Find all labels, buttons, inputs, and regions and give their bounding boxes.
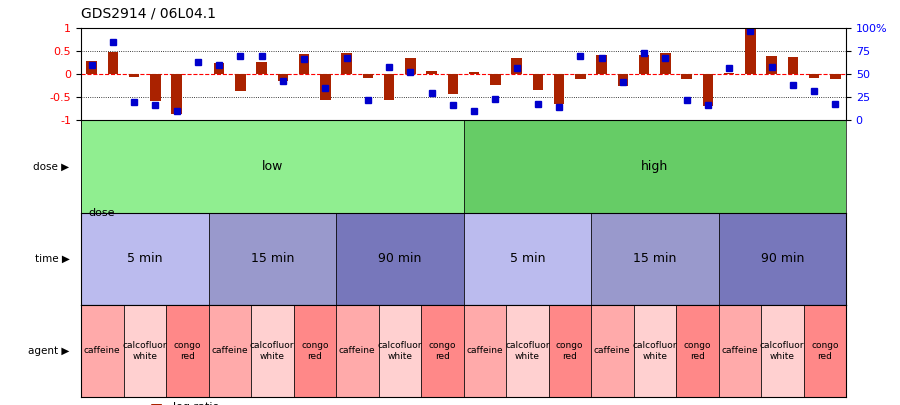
Bar — [235, 75, 246, 91]
FancyBboxPatch shape — [293, 305, 336, 397]
Text: caffeine: caffeine — [594, 346, 631, 355]
Bar — [511, 58, 522, 75]
Text: agent ▶: agent ▶ — [28, 346, 69, 356]
FancyBboxPatch shape — [718, 213, 846, 305]
Bar — [809, 75, 819, 78]
Text: dose: dose — [88, 208, 115, 217]
Bar — [830, 75, 841, 79]
FancyBboxPatch shape — [81, 213, 209, 305]
Bar — [491, 75, 500, 85]
Text: congo
red: congo red — [683, 341, 711, 360]
Text: congo
red: congo red — [174, 341, 201, 360]
Bar — [597, 55, 607, 75]
Bar — [86, 61, 97, 75]
Bar — [320, 75, 330, 100]
Bar — [171, 75, 182, 113]
Text: caffeine: caffeine — [212, 346, 248, 355]
Text: 5 min: 5 min — [509, 252, 545, 265]
Text: caffeine: caffeine — [466, 346, 503, 355]
FancyBboxPatch shape — [506, 305, 548, 397]
Text: congo
red: congo red — [556, 341, 583, 360]
FancyBboxPatch shape — [123, 305, 166, 397]
Bar — [363, 75, 374, 78]
Text: time ▶: time ▶ — [35, 254, 69, 264]
FancyBboxPatch shape — [421, 305, 464, 397]
Text: caffeine: caffeine — [84, 346, 121, 355]
FancyBboxPatch shape — [591, 213, 718, 305]
Text: calcofluor
white: calcofluor white — [505, 341, 550, 360]
Bar — [660, 53, 670, 75]
Text: dose ▶: dose ▶ — [33, 162, 69, 172]
FancyBboxPatch shape — [464, 305, 506, 397]
Text: calcofluor
white: calcofluor white — [633, 341, 677, 360]
Text: calcofluor
white: calcofluor white — [377, 341, 422, 360]
FancyBboxPatch shape — [548, 305, 591, 397]
Bar — [341, 53, 352, 75]
FancyBboxPatch shape — [166, 305, 209, 397]
Text: high: high — [641, 160, 669, 173]
Bar — [617, 75, 628, 86]
Bar — [554, 75, 564, 104]
FancyBboxPatch shape — [591, 305, 634, 397]
Bar — [681, 75, 692, 79]
Text: caffeine: caffeine — [722, 346, 758, 355]
Bar — [427, 71, 436, 75]
FancyBboxPatch shape — [761, 305, 804, 397]
Bar — [639, 55, 650, 75]
Text: congo
red: congo red — [301, 341, 328, 360]
Text: calcofluor
white: calcofluor white — [760, 341, 805, 360]
FancyBboxPatch shape — [209, 305, 251, 397]
Text: 90 min: 90 min — [760, 252, 804, 265]
FancyBboxPatch shape — [464, 213, 591, 305]
FancyBboxPatch shape — [464, 121, 846, 213]
Bar — [575, 75, 586, 79]
Text: 5 min: 5 min — [127, 252, 163, 265]
FancyBboxPatch shape — [251, 305, 293, 397]
Text: 15 min: 15 min — [250, 252, 294, 265]
Text: caffeine: caffeine — [339, 346, 375, 355]
Bar — [724, 72, 734, 75]
Bar — [299, 54, 310, 75]
FancyBboxPatch shape — [379, 305, 421, 397]
Bar — [469, 72, 480, 75]
FancyBboxPatch shape — [81, 305, 123, 397]
Bar — [405, 58, 416, 75]
FancyBboxPatch shape — [676, 305, 718, 397]
Bar — [703, 75, 713, 106]
FancyBboxPatch shape — [336, 305, 379, 397]
Text: calcofluor
white: calcofluor white — [122, 341, 167, 360]
Bar — [214, 63, 224, 75]
Bar — [383, 75, 394, 100]
Bar — [108, 52, 118, 75]
Text: congo
red: congo red — [811, 341, 839, 360]
Bar — [447, 75, 458, 94]
Bar — [766, 56, 777, 75]
Text: congo
red: congo red — [428, 341, 456, 360]
FancyBboxPatch shape — [81, 121, 464, 213]
Text: 90 min: 90 min — [378, 252, 421, 265]
Text: ■: ■ — [149, 401, 163, 405]
Text: low: low — [262, 160, 283, 173]
FancyBboxPatch shape — [336, 213, 464, 305]
Bar — [256, 62, 267, 75]
FancyBboxPatch shape — [718, 305, 761, 397]
Text: calcofluor
white: calcofluor white — [250, 341, 294, 360]
Text: GDS2914 / 06L04.1: GDS2914 / 06L04.1 — [81, 6, 216, 20]
Bar — [745, 28, 756, 75]
Text: 15 min: 15 min — [633, 252, 677, 265]
FancyBboxPatch shape — [804, 305, 846, 397]
Bar — [533, 75, 544, 90]
Bar — [277, 75, 288, 81]
Text: log ratio: log ratio — [173, 401, 219, 405]
FancyBboxPatch shape — [634, 305, 676, 397]
FancyBboxPatch shape — [209, 213, 336, 305]
Bar — [150, 75, 161, 101]
Bar — [788, 58, 798, 75]
Bar — [129, 75, 140, 77]
